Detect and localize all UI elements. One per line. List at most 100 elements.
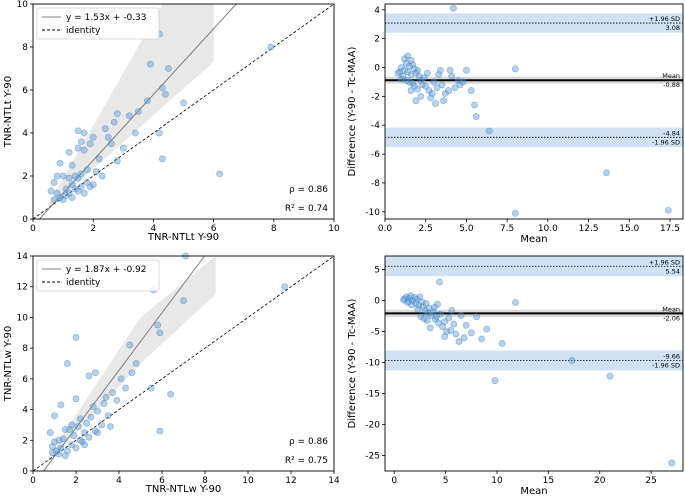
data-point	[463, 66, 470, 74]
data-point	[432, 313, 440, 321]
axis-ticks: 0 2 4 6 8 10 0 2 4 6 8 10	[17, 0, 340, 234]
data-point	[50, 179, 58, 186]
data-point	[159, 84, 166, 92]
data-point	[102, 393, 110, 401]
x-tick-label: 15.0	[619, 224, 639, 234]
y-tick-label: 2	[22, 436, 28, 446]
x-tick-label: 5	[443, 476, 449, 486]
data-point	[448, 72, 456, 80]
x-tick-label: 14	[328, 476, 340, 486]
data-point	[436, 278, 443, 286]
data-point	[167, 390, 174, 398]
data-point	[267, 43, 275, 51]
x-tick-label: 2	[73, 476, 79, 486]
x-tick-label: 12.5	[579, 224, 599, 234]
data-point	[449, 4, 457, 12]
panel-top-right: 0.0 2.5 5.0 7.5 10.0 12.5 15.0 17.5 -10 -8 -6 -4 -2 0…	[347, 3, 684, 245]
data-point	[410, 65, 418, 73]
data-point	[81, 429, 88, 437]
data-point	[467, 329, 475, 337]
upper-band	[385, 13, 683, 33]
data-point	[68, 181, 76, 188]
data-point	[498, 339, 506, 347]
y-tick-label: 2	[22, 172, 28, 182]
data-point	[423, 69, 431, 77]
x-tick-label: 6	[211, 224, 217, 234]
data-point	[512, 299, 519, 306]
x-tick-label: 8	[202, 476, 208, 486]
data-point	[56, 159, 64, 167]
y-tick-label: -6	[371, 150, 380, 160]
data-point	[606, 372, 614, 380]
data-point	[180, 297, 187, 304]
data-point	[450, 320, 458, 328]
data-point	[55, 450, 63, 458]
y-axis-label: Difference (Y-90 - Tc-MAA)	[347, 298, 358, 428]
data-point	[107, 423, 114, 430]
data-point	[418, 298, 426, 306]
r2-annotation: R² = 0.75	[285, 456, 328, 466]
data-point	[98, 172, 106, 180]
scatter-points	[47, 30, 275, 204]
lower-band	[385, 127, 683, 148]
data-point	[427, 94, 434, 102]
data-point	[53, 172, 61, 180]
data-point	[414, 66, 421, 74]
data-point	[437, 310, 444, 318]
scatter-points	[46, 252, 288, 460]
y-axis-label: TNR-NTLt Y-90	[3, 76, 14, 148]
data-point	[80, 129, 88, 137]
data-point	[143, 97, 151, 105]
upper-limit-tag: +1.96 SD	[649, 15, 680, 23]
legend: y = 1.53x + -0.33 identity	[36, 7, 160, 40]
mean-tag: Mean	[662, 72, 680, 80]
data-point	[511, 65, 519, 73]
data-point	[411, 294, 419, 301]
data-point	[104, 133, 112, 141]
data-point	[68, 421, 76, 429]
y-tick-label: 12	[17, 283, 28, 293]
x-tick-label: 10.0	[538, 224, 558, 234]
lower-band	[385, 350, 683, 371]
axis-ticks: 0.0 2.5 5.0 7.5 10.0 12.5 15.0 17.5 -10 -8 -6 -4 -2 0…	[365, 6, 680, 234]
data-point	[447, 326, 455, 334]
data-point	[419, 81, 426, 89]
data-point	[126, 341, 134, 349]
y-tick-label: 6	[22, 86, 28, 96]
data-point	[446, 66, 454, 74]
data-point	[77, 170, 85, 178]
data-point	[417, 92, 425, 100]
data-point	[435, 71, 443, 79]
y-tick-label: 14	[17, 252, 29, 262]
x-axis-label: TNR-NTLt Y-90	[147, 232, 219, 243]
lower-limit-value: -9.66	[663, 352, 680, 360]
data-point	[92, 168, 100, 176]
data-point	[110, 118, 118, 126]
data-point	[394, 69, 402, 77]
data-point	[406, 78, 413, 86]
data-point	[216, 170, 224, 178]
x-axis-label: Mean	[520, 486, 547, 496]
rho-annotation: ρ = 0.86	[289, 185, 328, 195]
data-point	[61, 426, 69, 433]
y-tick-label: 0	[22, 215, 28, 225]
scatter-points	[400, 278, 676, 467]
data-point	[440, 97, 448, 105]
data-point	[57, 444, 65, 452]
data-point	[64, 360, 71, 367]
x-tick-label: 8	[271, 224, 277, 234]
legend-identity-label: identity	[66, 26, 101, 36]
x-tick-label: 0	[30, 224, 36, 234]
data-point	[48, 449, 56, 456]
y-tick-label: -10	[365, 359, 380, 369]
data-point	[68, 194, 76, 201]
data-point	[59, 435, 67, 443]
data-point	[445, 314, 453, 322]
lower-limit-tag: -1.96 SD	[652, 361, 680, 369]
data-point	[80, 189, 88, 197]
regression-line	[39, 4, 237, 219]
data-point	[668, 459, 676, 467]
data-point	[64, 447, 71, 455]
data-point	[281, 283, 288, 291]
